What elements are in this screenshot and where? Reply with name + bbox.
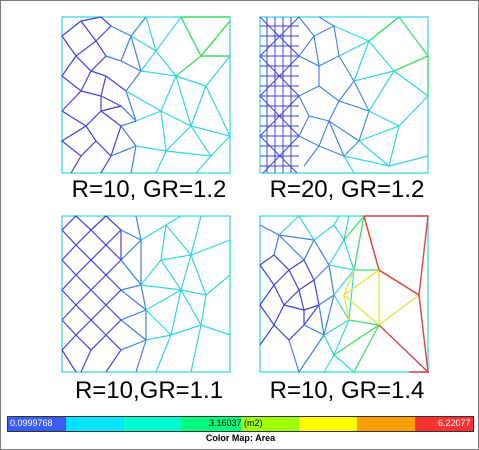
mesh-panel-r10-gr14: R=10, GR=1.4 (259, 215, 429, 404)
mesh-panel-r10-gr12: R=10, GR=1.2 (61, 16, 231, 203)
legend-max-value: 6.22077 (438, 418, 471, 428)
color-map-legend (7, 416, 474, 432)
mesh-panel-r10-gr11: R=10,GR=1.1 (61, 215, 231, 404)
mesh-view[interactable] (259, 215, 429, 373)
legend-segment (414, 417, 473, 431)
legend-segment (240, 417, 299, 431)
mesh-view[interactable] (61, 215, 231, 373)
legend-segment (182, 417, 241, 431)
legend-segment (66, 417, 125, 431)
mesh-view[interactable] (61, 16, 231, 174)
panel-caption: R=10, GR=1.2 (71, 176, 227, 203)
legend-min-value: 0.0999768 (10, 418, 53, 428)
panel-caption: R=10,GR=1.1 (74, 377, 224, 404)
panel-caption: R=10, GR=1.4 (269, 377, 425, 404)
legend-mid-value: 3.16037 (m2) (209, 418, 263, 428)
mesh-view[interactable] (259, 16, 429, 174)
panel-caption: R=20, GR=1.2 (269, 176, 425, 203)
legend-segment (298, 417, 357, 431)
legend-segment (8, 417, 67, 431)
legend-segment (356, 417, 415, 431)
legend-segment (124, 417, 183, 431)
legend-title: Color Map: Area (205, 433, 276, 443)
mesh-panel-r20-gr12: R=20, GR=1.2 (259, 16, 429, 203)
